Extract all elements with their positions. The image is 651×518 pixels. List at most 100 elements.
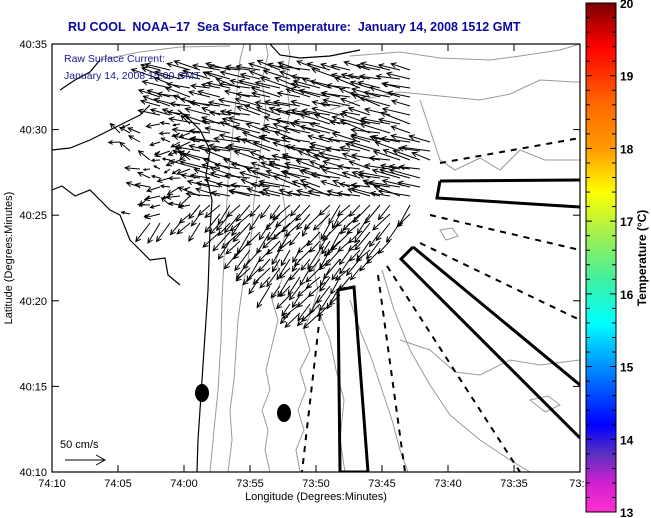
current-vector (212, 136, 241, 143)
current-vector (307, 134, 331, 143)
current-vector (258, 189, 281, 197)
current-vector (331, 131, 361, 143)
current-vector (380, 135, 411, 143)
current-vector (281, 213, 301, 233)
current-vector (242, 267, 261, 286)
beam-outline (398, 245, 580, 440)
current-vector (248, 62, 271, 71)
current-vector (217, 240, 231, 261)
current-vector (184, 107, 211, 116)
current-vector (137, 88, 161, 98)
current-vector (218, 81, 251, 89)
current-vector (282, 125, 311, 134)
current-vector (194, 187, 221, 197)
current-vector (347, 73, 371, 80)
current-vector (258, 222, 271, 241)
current-vector (377, 240, 391, 255)
current-vector (359, 122, 391, 134)
current-vector (193, 167, 221, 179)
current-vector (308, 240, 321, 253)
current-vector (318, 258, 331, 271)
current-vector (235, 64, 261, 71)
current-vector (279, 285, 291, 298)
current-vector (297, 150, 321, 161)
current-vector (289, 231, 301, 246)
current-vector (369, 190, 391, 197)
current-vector (319, 101, 341, 108)
current-vector (177, 204, 191, 209)
current-vector (339, 97, 361, 107)
x-tick-label: 73:50 (302, 478, 330, 490)
current-vector (316, 285, 331, 304)
current-vector (346, 222, 361, 235)
current-vector (169, 222, 181, 236)
current-vector (180, 172, 201, 179)
current-vector (390, 62, 411, 71)
current-vector (246, 187, 271, 197)
current-vector (153, 165, 161, 170)
current-vector (195, 180, 221, 188)
y-tick-label: 40:15 (19, 381, 47, 393)
current-vector (339, 222, 351, 235)
current-vector (330, 231, 351, 251)
current-vector (295, 159, 321, 170)
current-vector (250, 86, 281, 98)
current-vector (331, 213, 341, 230)
current-vector (272, 99, 301, 107)
current-vector (160, 197, 171, 206)
current-vector (381, 106, 411, 116)
current-vector (397, 180, 421, 188)
current-vector (303, 213, 321, 231)
current-vector (215, 213, 231, 232)
current-vector (339, 112, 371, 125)
current-vector (187, 90, 211, 98)
current-vector (322, 98, 351, 107)
current-vector (225, 109, 251, 116)
current-vector (325, 82, 351, 89)
current-vector (281, 303, 291, 317)
coastline-staten-island (52, 185, 181, 286)
current-vector (318, 164, 341, 171)
isobath-line (419, 99, 580, 171)
current-vector (363, 90, 391, 98)
current-vector (411, 151, 431, 161)
current-vector (272, 222, 291, 241)
current-vector (386, 90, 411, 98)
current-vector (319, 276, 331, 293)
annotation-line1: Raw Surface Current: (64, 53, 165, 65)
current-vector (341, 152, 361, 161)
current-vector (250, 91, 271, 98)
current-vector (230, 162, 261, 170)
current-vector (350, 186, 381, 197)
dashed-line (439, 137, 580, 164)
current-vector (292, 79, 321, 89)
current-vector (372, 213, 391, 231)
current-vector (296, 285, 311, 297)
current-vector (223, 249, 241, 270)
current-vector (271, 258, 281, 273)
current-vector (168, 201, 181, 207)
current-vector (284, 109, 311, 116)
current-vector (188, 128, 211, 135)
current-vector (350, 153, 381, 161)
current-vector (134, 182, 151, 189)
current-vector (260, 161, 281, 170)
current-vector (375, 73, 401, 80)
current-vector (269, 204, 281, 220)
current-vector (400, 144, 431, 152)
current-vector (360, 61, 391, 71)
current-vector (321, 168, 351, 179)
current-vector (289, 267, 301, 281)
current-vector (309, 172, 341, 179)
current-vector (249, 204, 261, 218)
current-vector (357, 170, 391, 179)
current-vector (163, 168, 171, 174)
current-vector (319, 62, 341, 71)
current-vector (183, 186, 191, 191)
current-vector (390, 125, 411, 134)
current-vector (350, 182, 371, 189)
current-vector (381, 81, 411, 89)
current-vector (268, 161, 301, 170)
current-vector (388, 163, 411, 170)
current-vector (292, 249, 301, 264)
